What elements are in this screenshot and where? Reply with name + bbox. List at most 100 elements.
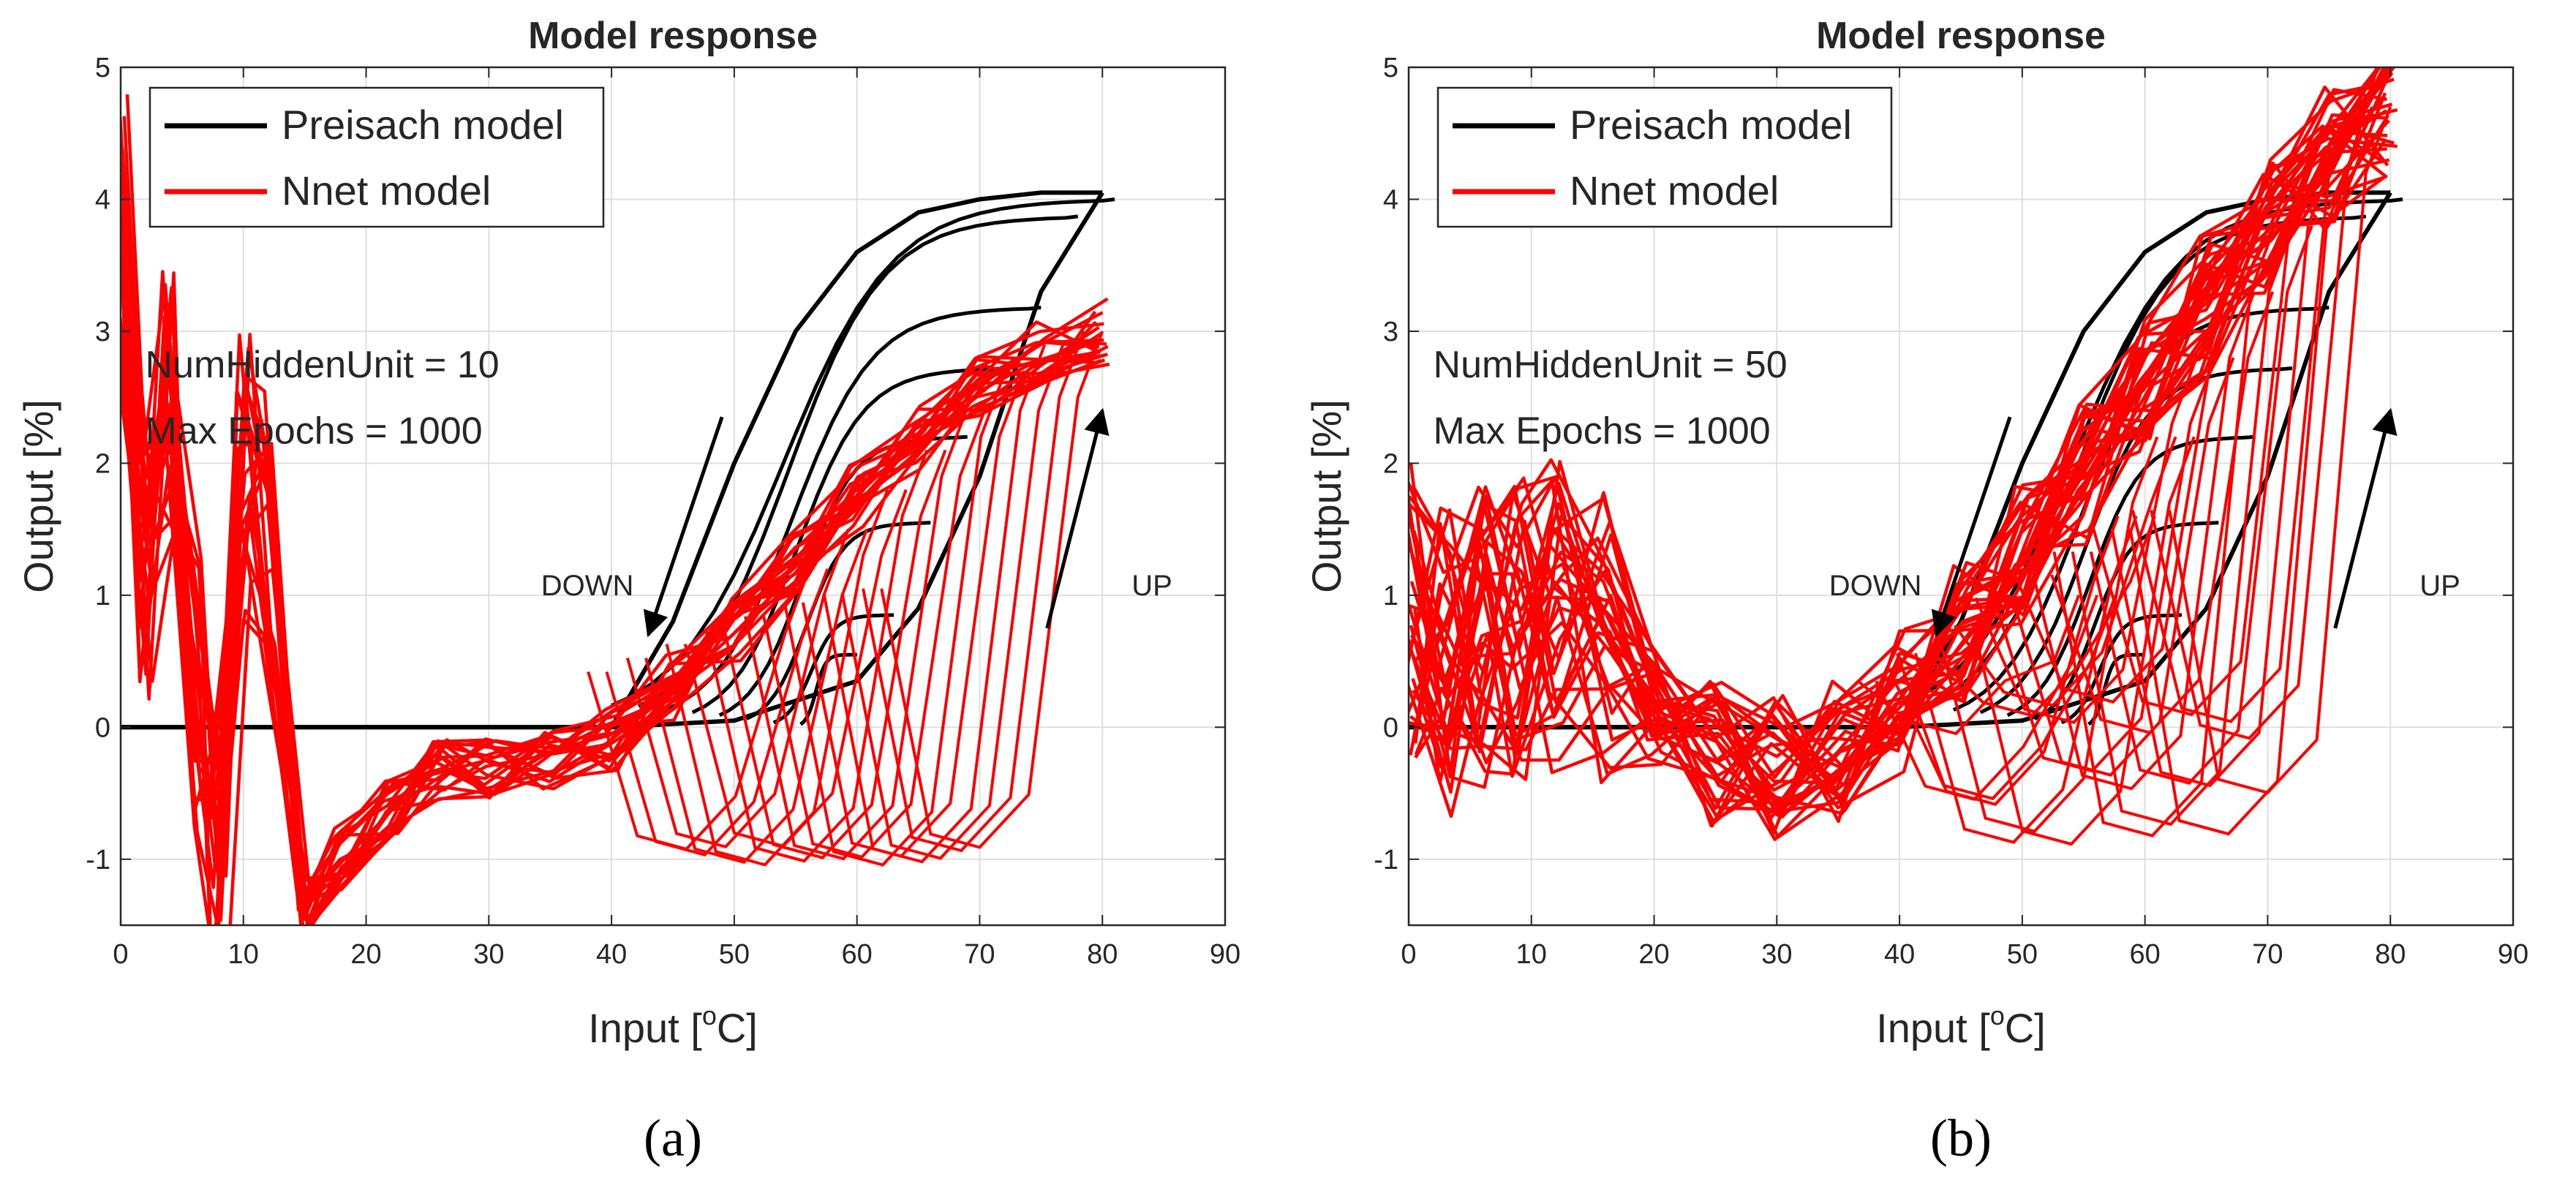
chart-a-xtick-label: 30 [473,939,504,970]
chart-a-panel-label: (a) [644,1109,702,1167]
chart-a-ytick-label: 0 [95,712,110,743]
chart-b-nnet-loop [2089,225,2313,785]
chart-a-ytick-label: 3 [95,317,110,347]
chart-a-ytick-label: 4 [95,184,110,215]
chart-b-nnet-curve [1409,173,2384,818]
chart-a-ytick-label: 2 [95,448,110,479]
chart-b-nnet-loop [1895,515,2120,806]
chart-a-xtick-label: 50 [719,939,750,970]
chart-b-nnet-loop [1953,436,2177,707]
chart-a-xtick-label: 90 [1210,939,1240,970]
chart-b-annotation: Max Epochs = 1000 [1434,410,1771,452]
chart-a-nnet-loop [665,489,889,867]
chart-a-nnet-curve [121,320,1097,925]
chart-b-nnet-loop [1913,515,2138,844]
chart-a-nnet-loop [840,344,1065,860]
chart-a-xtick-label: 0 [113,939,128,970]
chart-a-xtick-label: 80 [1087,939,1118,970]
chart-b-xtick-label: 70 [2252,939,2283,970]
chart-b-xtick-label: 40 [1884,939,1915,970]
chart-b-legend: Preisach model Nnet model [1436,86,1893,228]
chart-b-axes-box [1407,66,2515,927]
chart-b-nnet-loop [1992,357,2217,773]
chart-a-legend-box [148,86,605,228]
chart-a-arrow-label-up: UP [1131,570,1172,602]
chart-a-nnet-loop [625,528,850,849]
chart-a-nnet-loop [644,528,868,865]
chart-a-title: Model response [528,15,818,57]
chart-a-xtick-label: 20 [350,939,381,970]
chart-a-xlabel: Input [oC] [588,1001,758,1051]
chart-a-nnet-loop [605,568,829,856]
chart-a-plot-lines [121,94,1115,925]
chart-a-arrow-up [1045,407,1110,629]
chart-b-ticks: 0 10 20 30 40 50 60 70 80 90 -1 0 1 2 3 4 5 [1374,53,2528,970]
chart-a-xtick-label: 60 [842,939,873,970]
chart-b-nnet-curve [1409,67,2396,811]
chart-b-arrow-label-up: UP [2419,570,2460,602]
chart-b-ytick-label: 1 [1383,581,1398,611]
chart-b-xlabel: Input [oC] [1876,1001,2046,1051]
chart-a-legend-label: Nnet model [282,167,491,214]
chart-a-ticks: 0 10 20 30 40 50 60 70 80 90 -1 0 1 2 3 4 5 [86,53,1240,970]
chart-b-nnet-curve [1413,72,2394,802]
chart-a-series-nnet [121,94,1110,925]
chart-a-arrow-label-down: DOWN [541,570,634,602]
chart-b-xtick-label: 90 [2498,939,2528,970]
chart-b-xtick-label: 30 [1761,939,1792,970]
chart-a-nnet-curve [125,94,1104,925]
chart-b-nnet-curve [1414,147,2387,802]
chart-a-ytick-label: 1 [95,581,110,611]
chart-a-preisach-minor-loop [799,652,857,726]
chart-b-ytick-label: 3 [1383,317,1398,347]
chart-b-legend-label: Nnet model [1570,167,1779,214]
chart-b-ytick-label: 2 [1383,448,1398,479]
chart-a-xtick-label: 10 [228,939,259,970]
chart-b-nnet-loop [1971,436,2196,846]
chart-b-nnet-curve [1412,102,2393,785]
chart-b-legend-box [1436,86,1893,228]
chart-panel-b: 0 10 20 30 40 50 60 70 80 90 -1 0 1 2 3 4 5 Model respons… [1288,0,2576,1179]
chart-b-nnet-curve [1409,130,2388,787]
chart-panel-a: 0 10 20 30 40 50 60 70 80 90 -1 0 1 2 3 4 5 Model respons… [15,15,1240,1167]
chart-b-nnet-curve [1409,124,2385,835]
chart-a-nnet-curve [121,207,1101,922]
chart-a-nnet-loop [762,410,987,859]
chart-b-xtick-label: 20 [1638,939,1669,970]
chart-b-nnet-curve [1409,67,2389,810]
chart-a-annotation: Max Epochs = 1000 [146,410,483,452]
chart-a-nnet-loop [862,331,1085,853]
chart-b-nnet-loop [2168,106,2392,795]
chart-b-arrow-up [2333,407,2398,629]
chart-b-nnet-loop [2011,357,2235,777]
chart-a-nnet-loop [723,449,947,859]
chart-b-series-nnet [1409,67,2398,846]
chart-b-xtick-label: 10 [1516,939,1547,970]
chart-b-ytick-label: 5 [1383,53,1398,83]
chart-a-xtick-label: 40 [596,939,627,970]
chart-a-nnet-loop [744,410,968,861]
chart-b-title: Model response [1816,15,2106,57]
chart-b-preisach-minor-loop [2006,434,2256,717]
chart-a-ytick-label: 5 [95,53,110,83]
chart-b-xtick-label: 50 [2007,939,2038,970]
chart-b-annotation: NumHiddenUnit = 50 [1434,344,1788,386]
chart-b-xtick-label: 60 [2130,939,2161,970]
chart-b-panel-label: (b) [1930,1109,1992,1167]
chart-b-nnet-loop [2013,291,2237,704]
chart-a-ytick-label: -1 [86,845,110,875]
chart-b-arrow-label-down: DOWN [1829,570,1922,602]
chart-a-nnet-loop [801,370,1025,859]
chart-a-ylabel: Output [%] [15,399,61,593]
chart-b-nnet-curve [1409,175,2387,794]
chart-b-nnet-curve [1409,138,2387,819]
chart-b-ylabel: Output [%] [1303,399,1349,593]
chart-b-nnet-loop [1935,436,2159,833]
chart-a-arrow-down [643,416,724,638]
chart-b-plot-lines [1409,67,2403,846]
chart-b-svg: 0 10 20 30 40 50 60 70 80 90 -1 0 1 2 3 4 5 Model respons… [1303,15,2528,1167]
chart-a-legend: Preisach model Nnet model [148,86,605,228]
chart-a-nnet-loop [880,331,1104,849]
chart-a-nnet-loop [587,568,811,851]
chart-a-preisach-down-branch [121,190,1103,730]
